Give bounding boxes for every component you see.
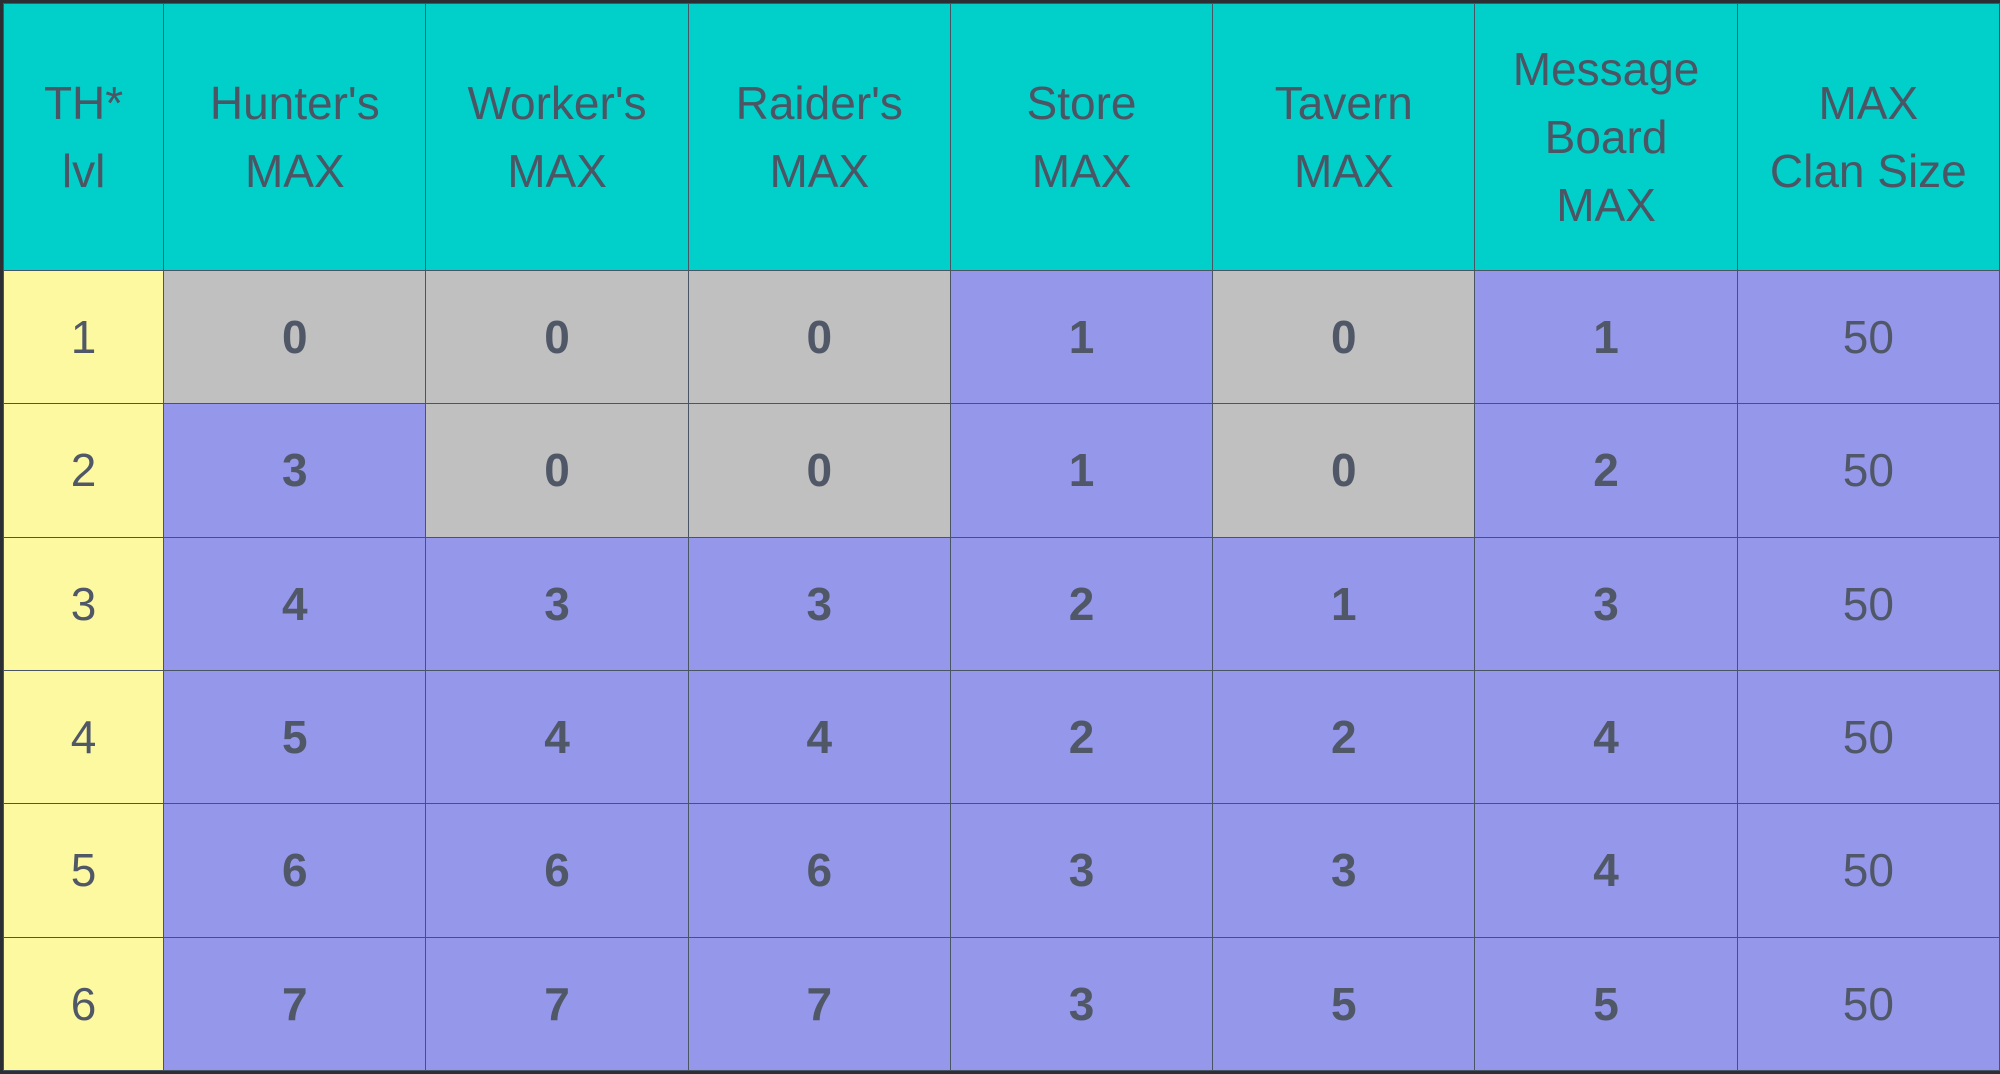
table-row: 3 4 3 3 2 1 3 50 [2,536,2000,671]
store-cell: 2 [949,536,1214,671]
raiders-cell: 6 [687,803,951,938]
store-cell: 1 [949,403,1214,538]
hunters-cell: 5 [163,669,427,805]
tavern-cell: 3 [1212,803,1476,938]
tavern-cell: 0 [1212,403,1476,538]
message-board-cell: 1 [1474,269,1738,405]
hunters-cell: 6 [163,803,427,938]
table-row: 6 7 7 7 3 5 5 50 [2,936,2000,1072]
header-text: MAX [244,145,345,197]
header-text: MAX [1556,179,1656,231]
raiders-cell: 0 [687,269,951,405]
message-board-cell: 5 [1474,936,1738,1072]
tavern-cell: 0 [1212,269,1476,405]
header-message-board-max: Message Board MAX [1474,3,1738,271]
header-text: MAX [1031,145,1132,197]
header-workers-max: Worker's MAX [425,3,689,271]
header-text: Board [1544,111,1668,163]
raiders-cell: 7 [687,936,951,1072]
header-text: Tavern [1274,77,1413,129]
header-text: MAX [507,145,607,197]
store-cell: 1 [949,269,1214,405]
tavern-cell: 1 [1212,536,1476,671]
message-board-cell: 4 [1474,669,1738,805]
header-text: Hunter's [209,77,380,129]
table-row: 5 6 6 6 3 3 4 50 [2,803,2000,938]
store-cell: 3 [949,936,1214,1072]
header-raiders-max: Raider's MAX [687,3,951,271]
clan-size-cell: 50 [1736,403,2000,538]
header-hunters-max: Hunter's MAX [163,3,427,271]
hunters-cell: 4 [163,536,427,671]
hunters-cell: 3 [163,403,427,538]
workers-cell: 6 [425,803,689,938]
clan-size-cell: 50 [1736,936,2000,1072]
header-text: MAX [1818,77,1919,129]
workers-cell: 3 [425,536,689,671]
hunters-cell: 7 [163,936,427,1072]
raiders-cell: 3 [687,536,951,671]
workers-cell: 0 [425,269,689,405]
message-board-cell: 2 [1474,403,1738,538]
header-text: MAX [769,145,870,197]
header-text: Store [1026,77,1137,129]
level-cell: 5 [2,803,165,938]
table-row: 4 5 4 4 2 2 4 50 [2,669,2000,805]
hunters-cell: 0 [163,269,427,405]
level-cell: 3 [2,536,165,671]
clan-size-cell: 50 [1736,803,2000,938]
workers-cell: 7 [425,936,689,1072]
table-row: 1 0 0 0 1 0 1 50 [2,269,2000,405]
level-cell: 1 [2,269,165,405]
level-cell: 4 [2,669,165,805]
raiders-cell: 4 [687,669,951,805]
message-board-cell: 3 [1474,536,1738,671]
level-cell: 6 [2,936,165,1072]
header-text: Message [1512,43,1700,95]
message-board-cell: 4 [1474,803,1738,938]
header-max-clan-size: MAX Clan Size [1736,3,2000,271]
table-row: 2 3 0 0 1 0 2 50 [2,403,2000,538]
clan-size-cell: 50 [1736,536,2000,671]
header-text: TH* [43,77,124,129]
tavern-cell: 2 [1212,669,1476,805]
max-buildings-table: TH* lvl Hunter's MAX Worker's MAX Raider… [2,3,2000,1072]
header-text: Worker's [467,77,647,129]
clan-size-cell: 50 [1736,669,2000,805]
header-text: Clan Size [1769,145,1967,197]
header-tavern-max: Tavern MAX [1212,3,1476,271]
level-cell: 2 [2,403,165,538]
store-cell: 3 [949,803,1214,938]
workers-cell: 4 [425,669,689,805]
tavern-cell: 5 [1212,936,1476,1072]
header-th-level: TH* lvl [2,3,165,271]
header-store-max: Store MAX [949,3,1214,271]
workers-cell: 0 [425,403,689,538]
header-text: MAX [1293,145,1394,197]
clan-size-cell: 50 [1736,269,2000,405]
header-text: lvl [61,145,106,197]
raiders-cell: 0 [687,403,951,538]
header-row: TH* lvl Hunter's MAX Worker's MAX Raider… [2,3,2000,271]
store-cell: 2 [949,669,1214,805]
header-text: Raider's [735,77,903,129]
